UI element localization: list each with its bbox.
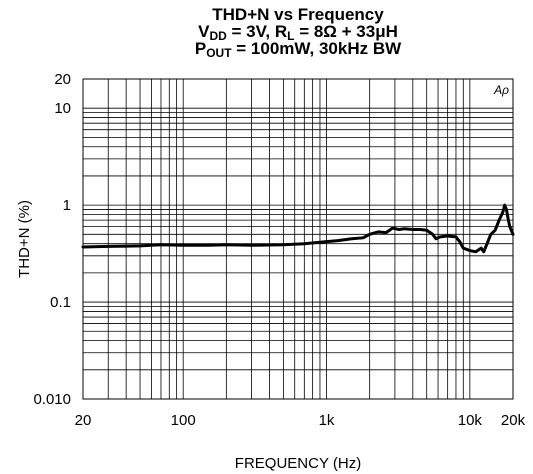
title-load: = 8Ω + 33μH <box>294 22 398 41</box>
y-tick-label: 10 <box>54 100 71 117</box>
title-pout: P <box>194 39 207 58</box>
y-tick-label: 1 <box>63 197 71 214</box>
plot-frame <box>82 78 514 400</box>
thd-n-series-line <box>81 203 515 254</box>
x-tick-label: 10k <box>458 412 483 429</box>
title-vdd-sub: DD <box>209 29 227 43</box>
x-tick-label: 1k <box>319 412 335 429</box>
tick-labels: 20 100 1k 10k 20k 0.010 0.1 1 10 20 <box>33 71 525 429</box>
title-vdd: V <box>198 22 210 41</box>
grid-lines <box>83 79 513 399</box>
title-rl-sub: L <box>287 29 295 43</box>
chart-title-line-2: VDD = 3V, RL = 8Ω + 33μH <box>83 22 513 43</box>
y-tick-label: 20 <box>54 71 71 88</box>
chart-title-line-1: THD+N vs Frequency <box>212 5 384 24</box>
x-tick-label: 20 <box>75 412 92 429</box>
x-axis-label: FREQUENCY (Hz) <box>235 455 361 472</box>
chart-title-line-3: POUT = 100mW, 30kHz BW <box>83 39 513 60</box>
y-axis-label: THD+N (%) <box>16 200 33 278</box>
title-pout-sub: OUT <box>206 46 232 60</box>
y-tick-label: 0.1 <box>50 294 71 311</box>
ap-watermark: Aρ <box>493 83 509 97</box>
x-tick-label: 20k <box>501 412 526 429</box>
title-rl-prefix: = 3V, R <box>226 22 288 41</box>
series-layer <box>81 203 515 254</box>
title-bandwidth: = 100mW, 30kHz BW <box>231 39 402 58</box>
x-tick-label: 100 <box>171 412 196 429</box>
y-tick-label: 0.010 <box>33 391 71 408</box>
